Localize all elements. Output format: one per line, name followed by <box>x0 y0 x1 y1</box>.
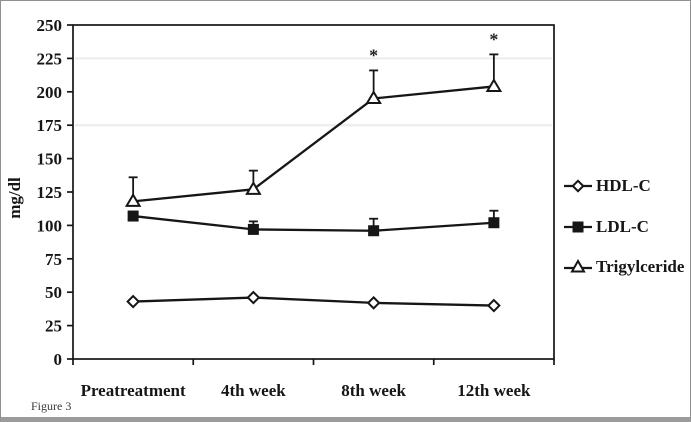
plot-border <box>72 24 555 360</box>
legend-label-ldl-c: LDL-C <box>596 217 649 236</box>
marker-LDL-C <box>247 223 259 235</box>
legend-item-trigylceride: Trigylceride <box>563 257 684 277</box>
y-tick-label: 75 <box>45 250 62 269</box>
y-axis-title: mg/dl <box>5 177 24 219</box>
y-tick-label: 25 <box>45 317 62 336</box>
y-tick-label: 225 <box>37 49 63 68</box>
square-marker-icon <box>564 221 592 233</box>
diamond-marker-icon <box>564 179 592 193</box>
x-category-label: 12th week <box>457 381 531 400</box>
significance-asterisk: * <box>369 45 378 65</box>
series-line-HDL-C <box>133 296 494 307</box>
x-category-label: Preatreatment <box>81 381 186 400</box>
triangle-marker-icon <box>564 259 592 273</box>
marker-HDL-C <box>366 295 381 310</box>
marker-HDL-C <box>246 290 261 305</box>
marker-LDL-C <box>488 217 500 229</box>
marker-LDL-C <box>127 210 139 222</box>
y-tick-label: 50 <box>45 283 62 302</box>
marker-LDL-C <box>368 225 380 237</box>
series-line-Trigylceride <box>133 85 494 203</box>
marker-Trigylceride <box>485 77 503 92</box>
y-tick-label: 150 <box>37 150 63 169</box>
marker-HDL-C <box>126 294 141 309</box>
y-tick-label: 100 <box>37 216 63 235</box>
series-line-LDL-C <box>132 214 494 232</box>
legend-item-hdl-c: HDL-C <box>563 176 651 196</box>
marker-Trigylceride <box>245 180 262 195</box>
y-tick-label: 175 <box>37 116 63 135</box>
legend-item-ldl-c: LDL-C <box>563 217 649 237</box>
significance-asterisk: * <box>489 29 498 49</box>
y-tick-label: 125 <box>37 183 63 202</box>
legend-label-trigylceride: Trigylceride <box>596 257 685 276</box>
y-tick-label: 0 <box>54 350 63 369</box>
figure-caption: Figure 3 <box>31 399 72 413</box>
y-tick-label: 250 <box>37 16 63 35</box>
x-category-label: 4th week <box>221 381 286 400</box>
x-category-label: 8th week <box>341 381 406 400</box>
marker-Trigylceride <box>124 192 142 207</box>
marker-HDL-C <box>486 298 501 313</box>
legend-label-hdl-c: HDL-C <box>596 176 651 195</box>
y-tick-label: 200 <box>37 83 63 102</box>
marker-Trigylceride <box>365 90 382 104</box>
